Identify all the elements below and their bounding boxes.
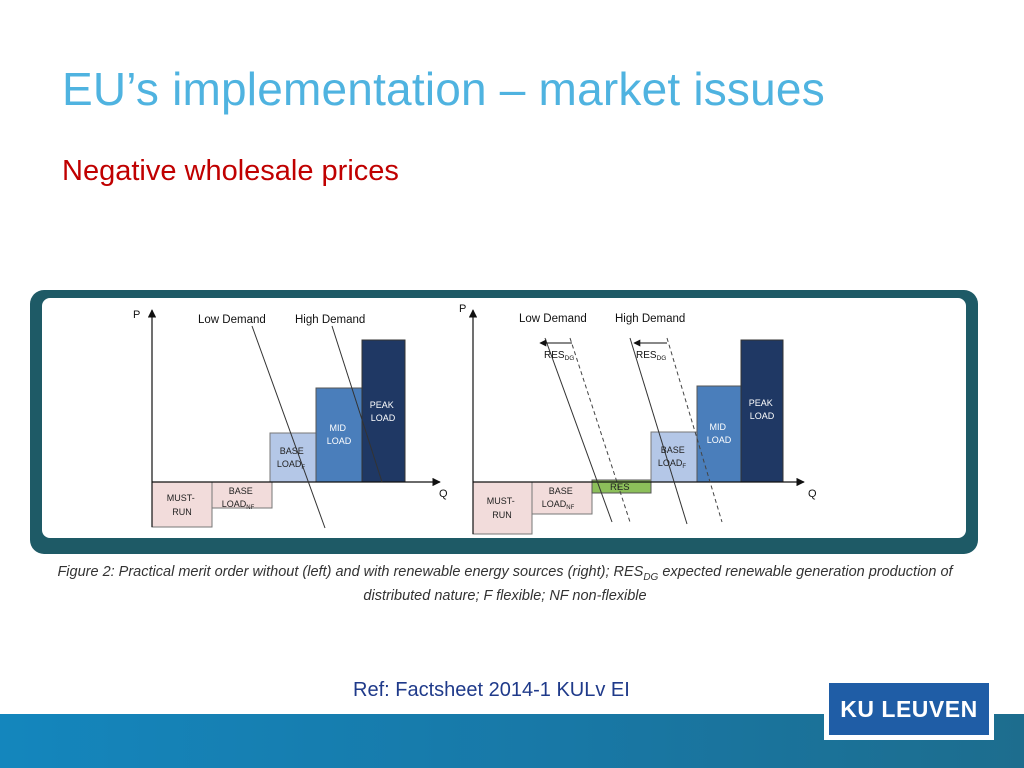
figure-panel: P Q Low Demand High Demand MUST- RUN BAS… — [42, 298, 966, 538]
left-high-demand-curve — [331, 325, 383, 483]
left-mid-load-label: MID LOAD — [327, 423, 352, 446]
right-peak-load-block — [740, 339, 784, 483]
figure-caption: Figure 2: Practical merit order without … — [30, 563, 980, 606]
right-base-load-nf-block — [531, 481, 593, 515]
right-res-block-label: RES — [610, 482, 630, 493]
right-peak-load-label: PEAK LOAD — [749, 398, 776, 421]
left-base-load-f-label: BASE LOADF — [277, 446, 306, 471]
reference-text: Ref: Factsheet 2014-1 KULv EI — [353, 679, 630, 701]
left-p-label: P — [133, 309, 140, 321]
right-mid-load-label: MID LOAD — [707, 422, 732, 445]
left-low-demand-label: Low Demand — [198, 314, 266, 326]
right-must-run-block — [472, 481, 533, 535]
slide-subtitle: Negative wholesale prices — [62, 155, 399, 187]
figure-frame: P Q Low Demand High Demand MUST- RUN BAS… — [30, 290, 978, 554]
left-low-demand-curve — [251, 325, 326, 529]
right-merit-order: P Q Low Demand High Demand RESDG RESDG R… — [459, 303, 817, 535]
left-peak-load-block — [361, 339, 406, 483]
left-high-demand-label: High Demand — [295, 314, 365, 326]
right-res-dg-label-low: RESDG — [544, 350, 574, 362]
logo-text: KU LEUVEN — [840, 695, 978, 722]
left-base-load-nf-label: BASE LOADNF — [222, 486, 256, 511]
right-high-demand-curve — [629, 337, 688, 525]
right-low-demand-curve — [544, 337, 613, 523]
right-res-block — [591, 479, 652, 494]
left-peak-load-label: PEAK LOAD — [370, 400, 397, 423]
left-base-load-nf-block — [211, 481, 273, 509]
right-p-label: P — [459, 303, 466, 315]
right-base-load-nf-label: BASE LOADNF — [542, 486, 576, 511]
caption-part1: Figure 2: Practical merit order without … — [57, 564, 644, 580]
ku-leuven-logo: KU LEUVEN — [824, 678, 994, 740]
caption-sub: DG — [643, 571, 659, 583]
left-must-run-block — [151, 481, 213, 528]
right-base-load-f-block — [650, 431, 698, 483]
right-base-load-f-label: BASE LOADF — [658, 445, 687, 470]
left-mid-load-block — [315, 387, 363, 483]
left-merit-order: P Q Low Demand High Demand MUST- RUN BAS… — [133, 309, 448, 529]
logo-background: KU LEUVEN — [829, 683, 989, 735]
slide-title: EU’s implementation – market issues — [62, 63, 825, 115]
right-low-demand-label: Low Demand — [519, 313, 587, 325]
left-q-label: Q — [439, 488, 448, 500]
right-must-run-label: MUST- RUN — [487, 496, 518, 520]
right-mid-load-block — [696, 385, 742, 483]
left-base-load-f-block — [269, 432, 317, 483]
right-res-dg-label-high: RESDG — [636, 350, 666, 362]
right-high-demand-label: High Demand — [615, 313, 685, 325]
right-low-demand-minus-res-curve — [569, 337, 631, 523]
caption-line2: distributed nature; F flexible; NF non-f… — [363, 587, 647, 604]
merit-order-diagram: P Q Low Demand High Demand MUST- RUN BAS… — [133, 303, 817, 535]
right-q-label: Q — [808, 488, 817, 500]
caption-part2: expected renewable generation production… — [658, 564, 953, 580]
left-must-run-label: MUST- RUN — [167, 493, 198, 517]
